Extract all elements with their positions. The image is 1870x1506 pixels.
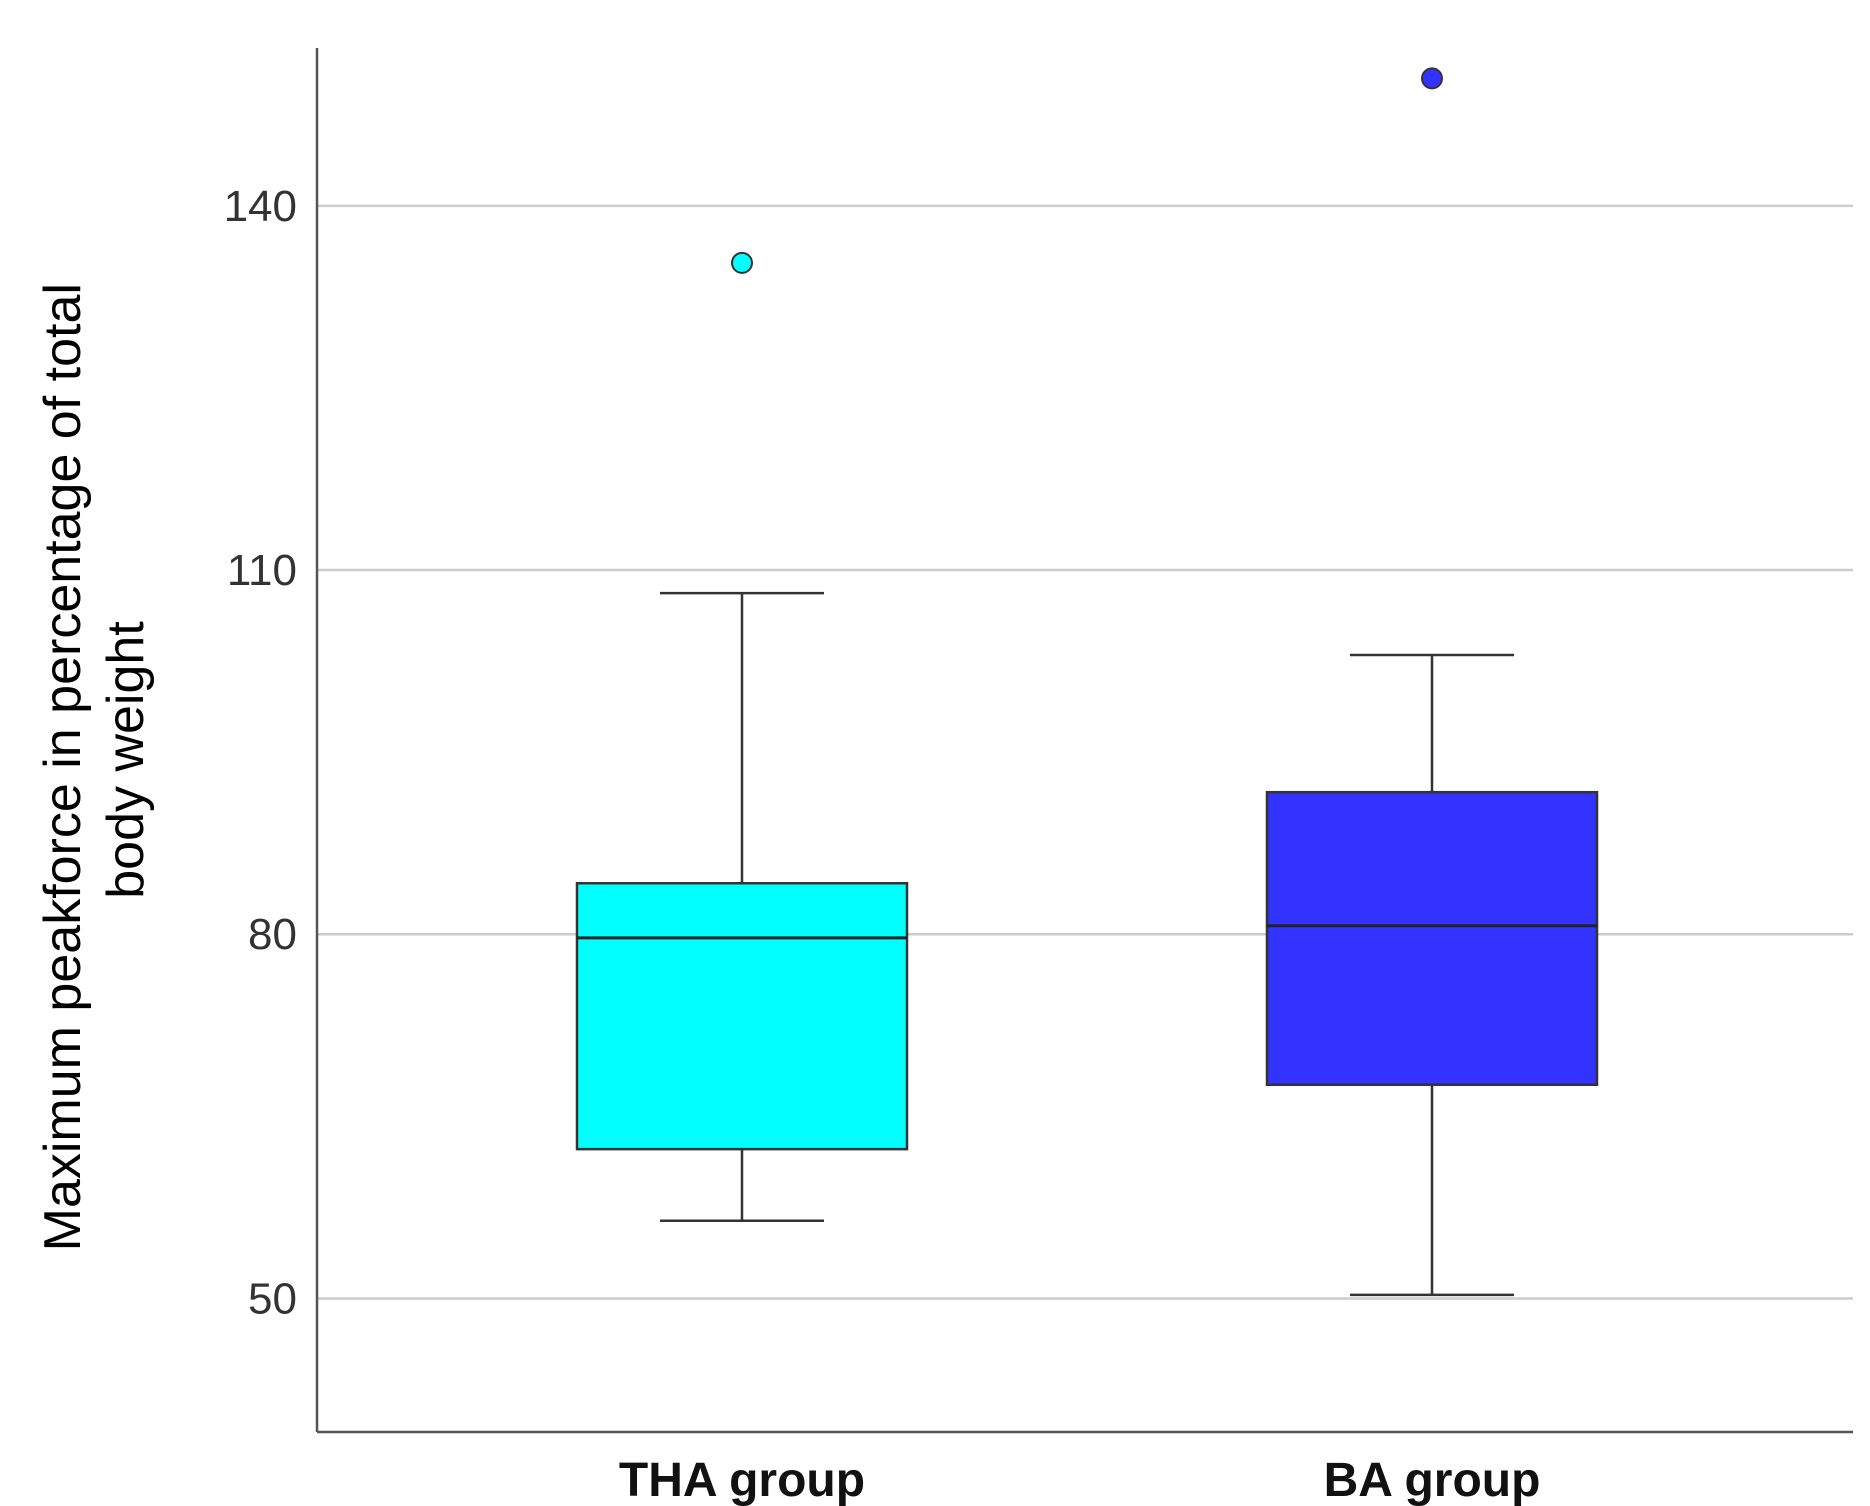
y-tick-label-110: 110 [227, 546, 297, 595]
y-tick-label-140: 140 [224, 182, 297, 231]
iqr-box [1265, 790, 1599, 1087]
iqr-box [575, 882, 909, 1151]
y-tick-label-80: 80 [248, 910, 297, 959]
y-axis-title-line-1: Maximum peakforce in percentage of total [34, 283, 92, 1251]
x-category-label-tha: THA group [619, 1454, 865, 1506]
box-ba-group [1265, 67, 1599, 1297]
y-tick-labels: 50 80 110 140 [224, 182, 297, 1324]
y-axis-title: Maximum peakforce in percentage of total… [34, 269, 155, 1252]
x-category-label-ba: BA group [1324, 1454, 1541, 1506]
x-category-labels: THA group BA group [619, 1454, 1541, 1506]
axes [315, 48, 1853, 1434]
y-tick-label-50: 50 [248, 1274, 297, 1323]
boxes [575, 67, 1599, 1297]
gridlines [317, 204, 1853, 1300]
box-tha-group [575, 251, 909, 1223]
outlier-point [1421, 67, 1443, 90]
outlier-point [731, 251, 753, 274]
y-axis-title-line-2: body weight [97, 621, 155, 899]
